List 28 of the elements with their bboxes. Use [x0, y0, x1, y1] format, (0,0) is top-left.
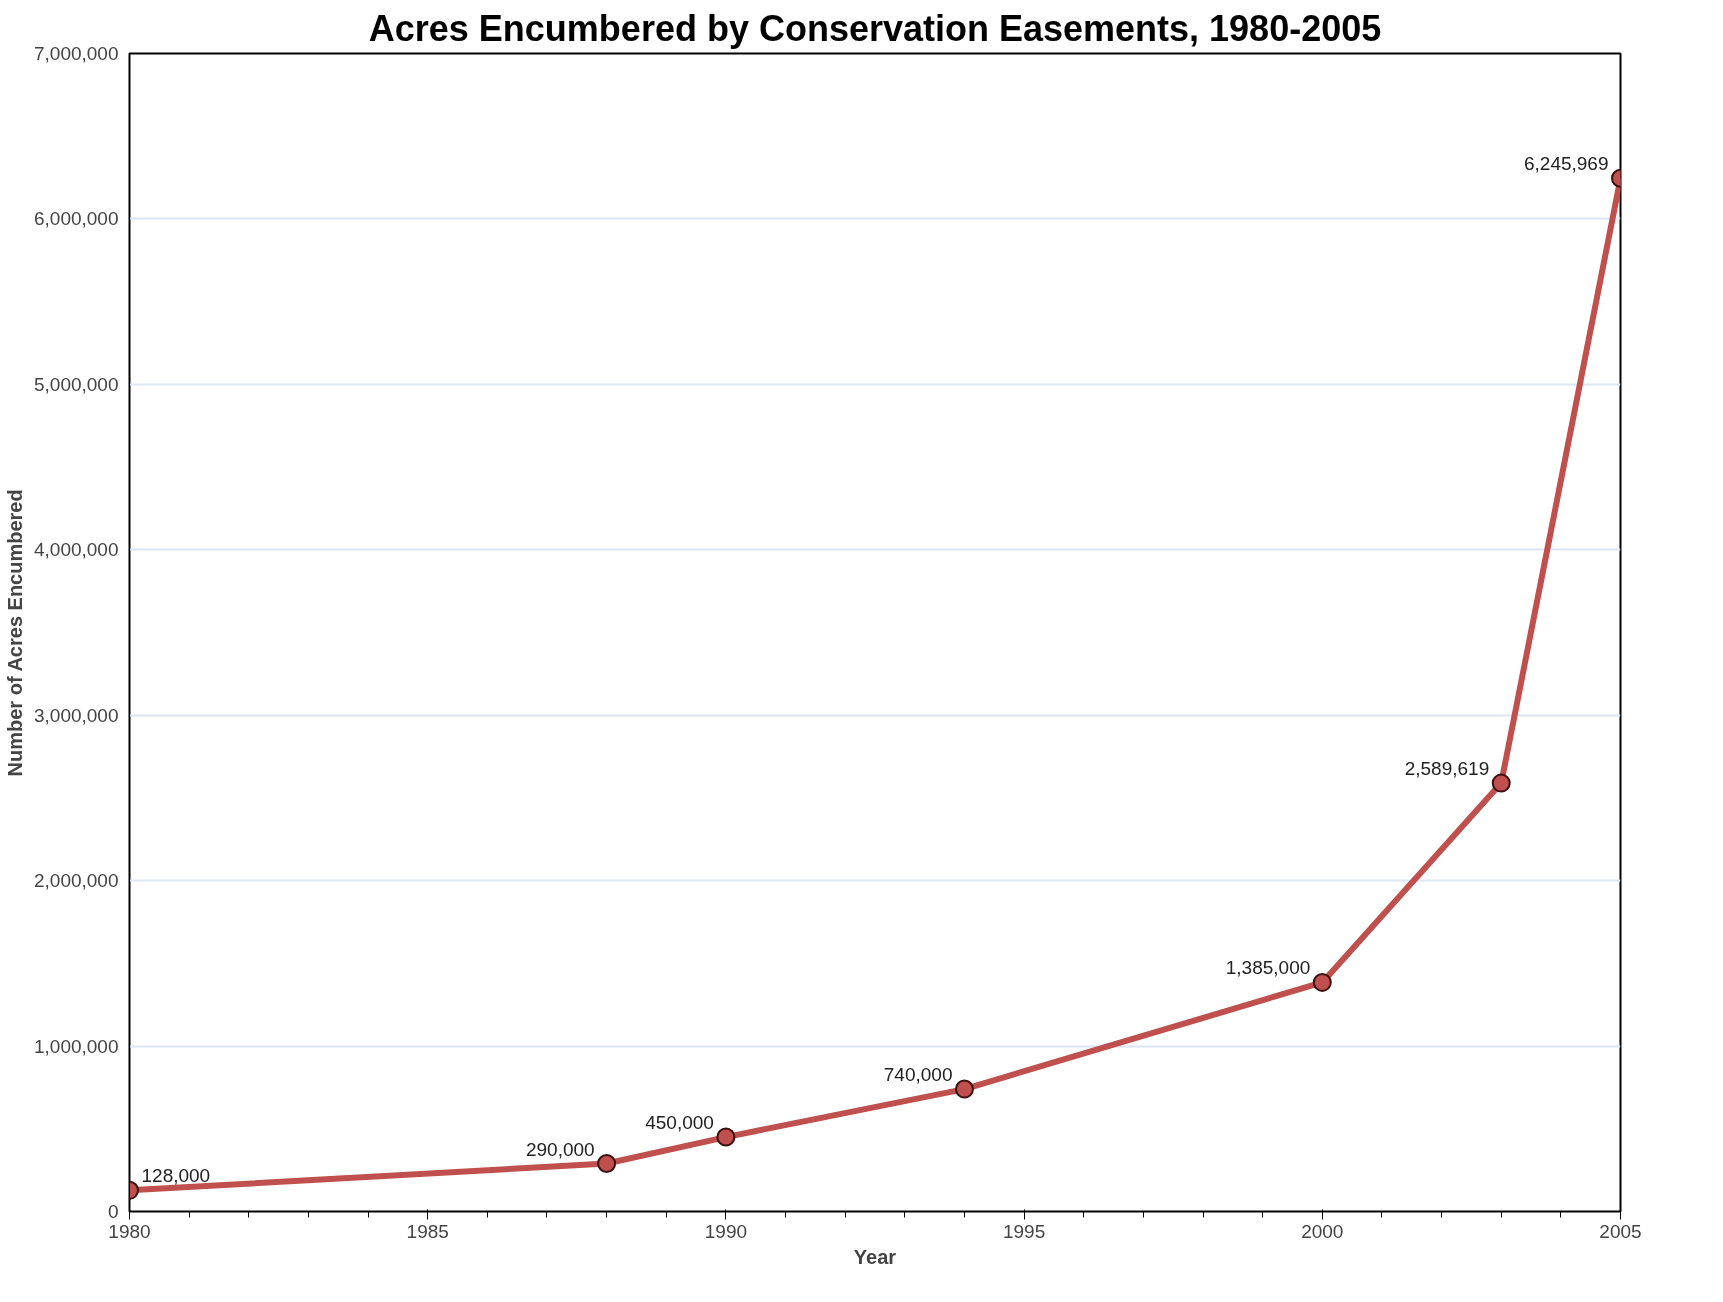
x-tick-label: 2005 — [1599, 1220, 1642, 1242]
data-label: 128,000 — [141, 1165, 211, 1187]
x-tick-label: 1990 — [704, 1220, 748, 1242]
data-label: 6,245,969 — [1523, 153, 1609, 175]
data-label: 450,000 — [645, 1112, 714, 1134]
y-tick-label: 0 — [107, 1201, 119, 1222]
point — [954, 1079, 974, 1099]
x-axis-title: Year — [853, 1245, 897, 1268]
x-tick-label: 1995 — [1002, 1220, 1046, 1242]
y-tick-label: 6,000,000 — [33, 208, 119, 230]
y-tick-label: 1,000,000 — [33, 1035, 119, 1057]
point — [716, 1127, 736, 1147]
y-tick-label: 4,000,000 — [33, 539, 119, 561]
data-label: 1,385,000 — [1225, 957, 1311, 979]
x-tick-label: 1985 — [406, 1220, 449, 1242]
point — [597, 1154, 617, 1174]
y-tick-label: 7,000,000 — [33, 43, 119, 64]
point — [1312, 972, 1332, 992]
data-label: 290,000 — [525, 1138, 595, 1160]
y-axis-title: Number of Acres Encumbered — [3, 489, 26, 777]
y-tick-label: 5,000,000 — [33, 373, 119, 395]
x-tick-label: 2000 — [1301, 1220, 1344, 1242]
data-label: 2,589,619 — [1404, 758, 1490, 780]
data-label: 740,000 — [883, 1064, 953, 1086]
y-tick-label: 3,000,000 — [33, 704, 119, 726]
y-tick-label: 2,000,000 — [33, 870, 119, 892]
x-tick-label: 1980 — [108, 1220, 151, 1242]
chart-title: Acres Encumbered by Conservation Easements, 1980-2005 — [368, 7, 1382, 49]
